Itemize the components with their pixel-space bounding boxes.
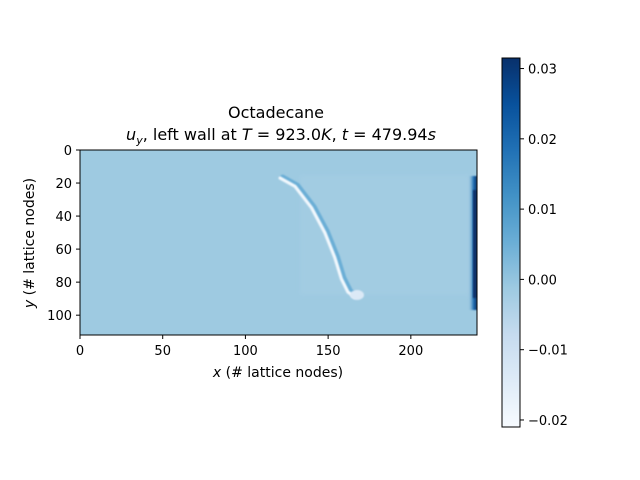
subtitle-var-symbol: u bbox=[126, 125, 136, 144]
right-wall-layer bbox=[468, 176, 477, 310]
x-axis: 0 50 100 150 200 bbox=[76, 335, 423, 359]
x-tick-label: 150 bbox=[316, 344, 341, 359]
heatmap-area bbox=[80, 150, 477, 335]
plot-frame bbox=[79, 149, 478, 336]
subtitle-mid-text: , left wall at bbox=[143, 125, 242, 144]
interface-band-dark-edge bbox=[280, 174, 360, 299]
subtitle-time-value: = 479.94 bbox=[348, 125, 428, 144]
colorbar-tick-label: 0.03 bbox=[528, 63, 557, 78]
y-tick-label: 20 bbox=[55, 177, 72, 192]
y-tick-label: 100 bbox=[47, 309, 72, 324]
y-tick-label: 80 bbox=[55, 276, 72, 291]
y-axis-label: y (# lattice nodes) bbox=[22, 178, 38, 309]
x-axis-label-symbol: x bbox=[212, 365, 222, 381]
y-tick-label: 60 bbox=[55, 243, 72, 258]
interface-band-light-edge bbox=[278, 176, 357, 299]
colorbar-tick-label: 0.00 bbox=[528, 273, 557, 288]
x-tick-label: 50 bbox=[154, 344, 171, 359]
subtitle-comma: , bbox=[332, 125, 342, 144]
subtitle-temp-unit: K bbox=[321, 125, 333, 144]
x-tick-label: 0 bbox=[76, 344, 84, 359]
x-tick-label: 100 bbox=[233, 344, 258, 359]
colorbar-tick-label: −0.01 bbox=[528, 344, 568, 359]
chart-subtitle: uy, left wall at T = 923.0K, t = 479.94s bbox=[126, 125, 436, 147]
subtitle-temp-value: = 923.0 bbox=[252, 125, 321, 144]
y-axis-label-symbol: y bbox=[22, 299, 38, 309]
colorbar-tick-label: −0.02 bbox=[528, 414, 568, 429]
colorbar-axis: −0.02 −0.01 0.00 0.01 0.02 0.03 bbox=[520, 63, 568, 429]
right-wall-core bbox=[473, 190, 477, 298]
colorbar-tick-label: 0.02 bbox=[528, 133, 557, 148]
subtitle-var-subscript: y bbox=[135, 134, 143, 147]
y-axis-label-rest: (# lattice nodes) bbox=[22, 178, 38, 300]
y-tick-label: 40 bbox=[55, 210, 72, 225]
x-axis-label: x (# lattice nodes) bbox=[212, 365, 343, 381]
x-axis-label-rest: (# lattice nodes) bbox=[221, 365, 343, 381]
colorbar-tick-label: 0.01 bbox=[528, 203, 557, 218]
x-tick-label: 200 bbox=[398, 344, 423, 359]
subtitle-time-unit: s bbox=[428, 125, 436, 144]
interface-bottom-blob bbox=[350, 290, 364, 300]
y-tick-label: 0 bbox=[64, 144, 72, 159]
subtitle-time-symbol: t bbox=[342, 125, 349, 144]
chart-title: Octadecane bbox=[228, 103, 324, 122]
colorbar bbox=[501, 57, 521, 428]
y-axis: 0 20 40 60 80 100 bbox=[47, 144, 80, 324]
subtitle-temp-symbol: T bbox=[242, 125, 253, 144]
